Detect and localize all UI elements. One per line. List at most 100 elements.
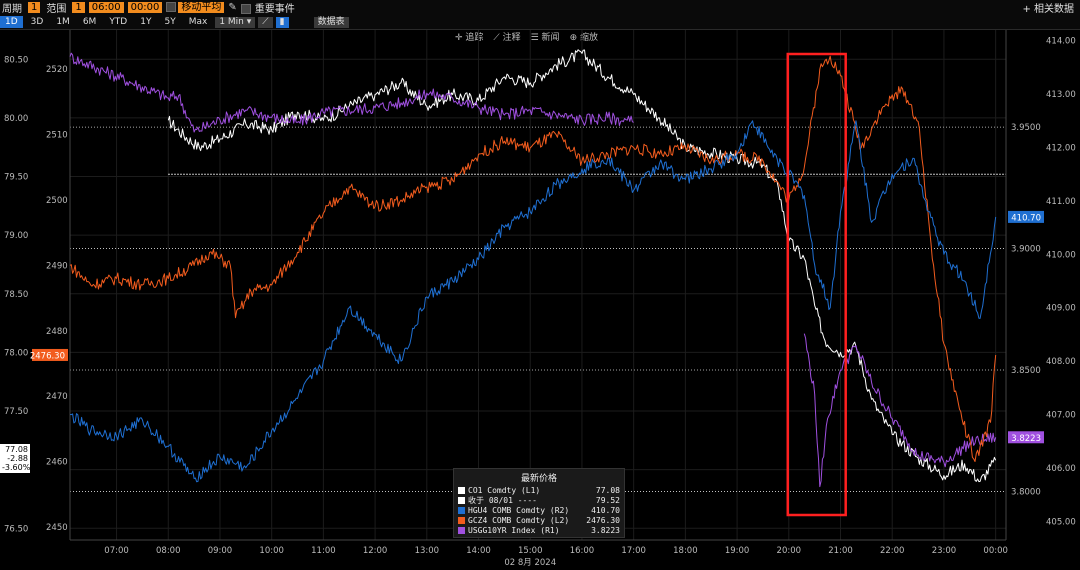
legend-series-name: CO1 Comdty (L1) — [468, 485, 541, 495]
x-tick-label: 09:00 — [208, 546, 233, 556]
highlight-box — [786, 52, 847, 517]
r2-tick-label: 414.00 — [1046, 37, 1076, 47]
tab-3d[interactable]: 3D — [30, 17, 44, 27]
time-end-input[interactable]: 00:00 — [127, 2, 163, 13]
range-toolbar: 1D 3D 1M 6M YTD 1Y 5Y Max 1 Min ▾ ⟋ ▮ 数据… — [0, 15, 1080, 30]
l2-tick-label: 2520 — [46, 65, 68, 75]
l1-tick-label: 79.50 — [4, 173, 28, 183]
x-date-label: 02 8月 2024 — [504, 558, 556, 568]
l1-tick-label: 76.50 — [4, 524, 28, 534]
l2-tag-bg — [32, 348, 68, 361]
time-start-input[interactable]: 06:00 — [88, 2, 124, 13]
x-tick-label: 08:00 — [156, 546, 181, 556]
r2-tick-label: 407.00 — [1046, 411, 1076, 421]
legend-series-value: 79.52 — [595, 495, 620, 505]
x-tick-label: 11:00 — [311, 546, 336, 556]
l2-tick-label: 2500 — [46, 196, 68, 206]
legend-title: 最新价格 — [520, 474, 557, 484]
r1-tick-label: 3.8000 — [1011, 487, 1041, 497]
l2-tick-label: 2510 — [46, 131, 68, 141]
series-line-0 — [167, 49, 997, 483]
l2-tick-label: 2470 — [46, 392, 68, 402]
legend-row: 收于 08/01 ---- 79.52 — [458, 495, 620, 505]
chart-axes: 07:00 08:00 09:00 10:00 11:00 12:00 13:00 14:00… — [4, 30, 1076, 568]
x-tick-label: 15:00 — [518, 546, 543, 556]
line-chart-icon[interactable]: ⟋ — [258, 16, 273, 28]
checkbox-icon — [166, 2, 177, 12]
tab-1d[interactable]: 1D — [0, 16, 23, 28]
legend-swatch — [458, 526, 465, 534]
l1-last-value: 77.08 — [5, 445, 28, 454]
r2-tick-label: 410.00 — [1046, 250, 1076, 260]
x-tick-label: 21:00 — [828, 546, 853, 556]
legend-row: HGU4 COMB Comdty (R2) 410.70 — [458, 505, 620, 515]
legend-series-name: USGG10YR Index (R1) — [468, 525, 560, 535]
r2-tick-label: 406.00 — [1046, 464, 1076, 474]
r2-tick-label: 413.00 — [1046, 90, 1076, 100]
tool-annotate[interactable]: ⟋ 注释 — [493, 33, 521, 43]
l2-tag-text: 2476.30 — [30, 351, 65, 361]
tool-news[interactable]: ☰ 新闻 — [530, 33, 560, 43]
related-data-button[interactable]: + 相关数据 — [1022, 4, 1074, 15]
legend-series-value: 77.08 — [595, 485, 620, 495]
x-tick-label: 17:00 — [621, 546, 646, 556]
x-tick-label: 12:00 — [363, 546, 388, 556]
tab-1y[interactable]: 1Y — [140, 17, 152, 27]
tab-max[interactable]: Max — [188, 17, 208, 27]
r1-tick-label: 3.8500 — [1011, 366, 1041, 376]
legend-row: GCZ4 COMB Comdty (L2) 2476.30 — [458, 515, 620, 525]
r2-tick-label: 411.00 — [1046, 197, 1076, 207]
l2-tag: 2476.30 — [30, 348, 68, 361]
legend-series-name: 收于 08/01 ---- — [468, 495, 537, 505]
r1-tick-label: 3.9000 — [1011, 245, 1041, 255]
r2-tick-label: 405.00 — [1046, 517, 1076, 527]
tool-zoom[interactable]: ⊕ 缩放 — [569, 33, 598, 43]
x-tick-label: 14:00 — [466, 546, 491, 556]
period-input[interactable]: 1 — [28, 2, 41, 13]
legend-row: USGG10YR Index (R1) 3.8223 — [458, 525, 620, 535]
l1-tick-label: 80.50 — [4, 55, 28, 65]
x-tick-label: 16:00 — [570, 546, 595, 556]
x-tick-label: 18:00 — [673, 546, 698, 556]
legend-series-value: 3.8223 — [591, 525, 620, 535]
interval-select[interactable]: 1 Min ▾ — [215, 16, 256, 28]
range-input[interactable]: 1 — [72, 2, 85, 13]
legend-series-value: 2476.30 — [586, 515, 620, 525]
x-tick-label: 22:00 — [880, 546, 905, 556]
r2-tick-label: 412.00 — [1046, 143, 1076, 153]
range-label: 范围 — [46, 4, 67, 15]
legend-series-name: HGU4 COMB Comdty (R2) — [468, 505, 570, 515]
tab-1m[interactable]: 1M — [56, 17, 70, 27]
checkbox-icon — [240, 4, 251, 14]
top-toolbar: 周期 1 范围 1 06:00 00:00 移动平均 ✎ 重要事件 + 相关数据 — [0, 0, 1080, 15]
pencil-icon[interactable]: ✎ — [228, 2, 237, 13]
price-legend: 最新价格 CO1 Comdty (L1) 77.08 收于 08/01 ---- 79… — [453, 468, 625, 538]
tab-ytd[interactable]: YTD — [109, 17, 128, 27]
series-line-4 — [69, 120, 997, 483]
candlestick-icon[interactable]: ▮ — [275, 16, 289, 28]
l1-change: -2.88 — [7, 454, 28, 463]
moving-average-toggle[interactable]: 移动平均 — [166, 2, 225, 13]
tab-6m[interactable]: 6M — [82, 17, 97, 27]
r2-tag: 410.70 — [1008, 210, 1044, 223]
x-tick-label: 23:00 — [932, 546, 957, 556]
chevron-down-icon: ▾ — [246, 16, 252, 27]
r1-tag: 3.8223 — [1008, 431, 1044, 444]
l2-tick-label: 2480 — [46, 327, 68, 337]
r2-tag-text: 410.70 — [1011, 213, 1041, 223]
series-line-3 — [69, 55, 997, 462]
tab-5y[interactable]: 5Y — [164, 17, 176, 27]
tool-track[interactable]: ✛ 追踪 — [455, 33, 484, 43]
l1-tick-label: 78.50 — [4, 290, 28, 300]
data-table-button[interactable]: 数据表 — [313, 16, 349, 28]
annotation-toolbar: ✛ 追踪 ⟋ 注释 ☰ 新闻 ⊕ 缩放 — [455, 30, 598, 43]
r1-tag-text: 3.8223 — [1011, 434, 1041, 444]
x-tick-label: 07:00 — [104, 546, 129, 556]
legend-row: CO1 Comdty (L1) 77.08 — [458, 485, 620, 495]
x-tick-label: 19:00 — [725, 546, 750, 556]
events-toggle[interactable]: 重要事件 — [240, 0, 297, 15]
chart-series — [69, 49, 997, 517]
legend-series-value: 410.70 — [591, 505, 620, 515]
legend-swatch — [458, 486, 465, 494]
